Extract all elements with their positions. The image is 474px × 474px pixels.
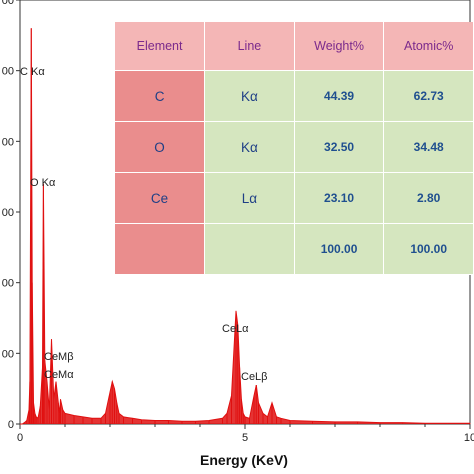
cell-weight: 32.50 xyxy=(294,121,385,173)
table-header-row: Element Line Weight% Atomic% xyxy=(115,22,474,71)
header-line: Line xyxy=(204,22,295,71)
cell-element: C xyxy=(115,70,206,122)
y-tick-label: 00 xyxy=(2,136,14,148)
cell-weight: 23.10 xyxy=(294,172,385,224)
peak-annotations: C Kα O Kα CeMβ CeMα CeLα CeLβ xyxy=(20,66,268,383)
cell-atomic-total: 100.00 xyxy=(383,223,474,275)
x-tick-label: 5 xyxy=(242,432,248,444)
peak-label-cemalpha: CeMα xyxy=(44,369,74,381)
cell-line: Lα xyxy=(204,172,295,224)
table-row: Ce Lα 23.10 2.80 xyxy=(115,172,474,224)
composition-table: Element Line Weight% Atomic% C Kα 44.39 … xyxy=(115,22,474,275)
table-row: O Kα 32.50 34.48 xyxy=(115,121,474,173)
cell-element: Ce xyxy=(115,172,206,224)
x-tick-label: 10 xyxy=(464,432,474,444)
table-row: C Kα 44.39 62.73 xyxy=(115,70,474,122)
header-atomic: Atomic% xyxy=(383,22,474,71)
header-weight: Weight% xyxy=(294,22,385,71)
peak-label-c-ka: C Kα xyxy=(20,66,45,78)
table-row-total: 100.00 100.00 xyxy=(115,223,474,275)
peak-label-cembeta: CeMβ xyxy=(44,351,74,363)
y-tick-label: 00 xyxy=(2,66,14,78)
cell-line xyxy=(204,223,295,275)
y-tick-label: 0 xyxy=(8,419,14,431)
header-element: Element xyxy=(115,22,206,71)
cell-line: Kα xyxy=(204,121,295,173)
peak-label-o-ka: O Kα xyxy=(30,177,56,189)
peak-label-celb: CeLβ xyxy=(241,371,268,383)
cell-element: O xyxy=(115,121,206,173)
x-axis-label: Energy (KeV) xyxy=(200,452,288,468)
cell-atomic: 34.48 xyxy=(383,121,474,173)
cell-element xyxy=(115,223,206,275)
cell-weight: 44.39 xyxy=(294,70,385,122)
cell-atomic: 62.73 xyxy=(383,70,474,122)
cell-weight-total: 100.00 xyxy=(294,223,385,275)
y-tick-label: 00 xyxy=(2,0,14,7)
peak-label-cela: CeLα xyxy=(222,323,249,335)
y-tick-label: 00 xyxy=(2,278,14,290)
x-tick-label: 0 xyxy=(17,432,23,444)
y-tick-label: 00 xyxy=(2,207,14,219)
cell-atomic: 2.80 xyxy=(383,172,474,224)
cell-line: Kα xyxy=(204,70,295,122)
spectrum-series xyxy=(20,28,471,425)
y-tick-label: 00 xyxy=(2,348,14,360)
